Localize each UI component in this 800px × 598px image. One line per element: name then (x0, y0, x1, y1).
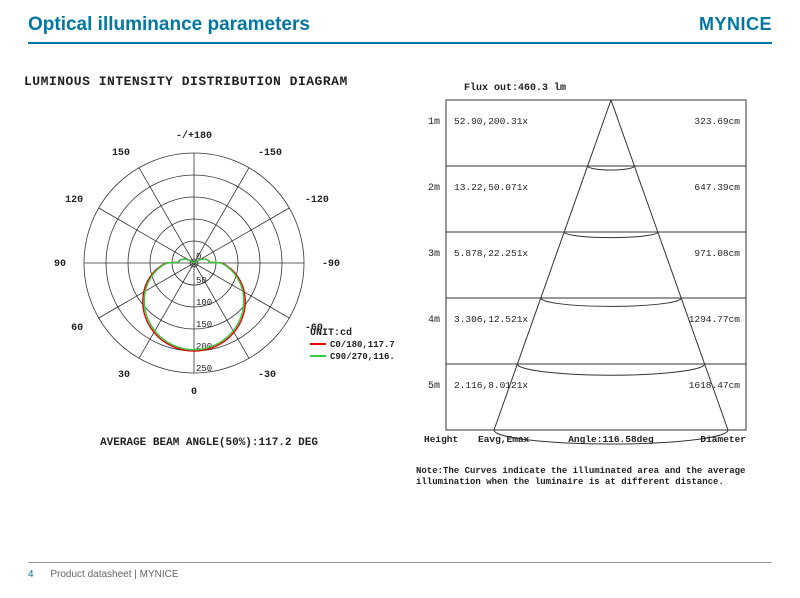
svg-text:30: 30 (118, 370, 130, 381)
svg-text:4m: 4m (428, 315, 440, 326)
svg-text:C90/270,116.6deg: C90/270,116.6deg (330, 352, 394, 362)
page-number: 4 (28, 569, 34, 580)
page-title: Optical illuminance parameters (28, 14, 310, 36)
svg-text:100: 100 (196, 298, 212, 308)
svg-text:60: 60 (71, 323, 83, 334)
svg-text:0: 0 (191, 387, 197, 398)
svg-text:52.90,200.31x: 52.90,200.31x (454, 116, 528, 127)
svg-text:5m: 5m (428, 381, 440, 392)
svg-text:13.22,50.071x: 13.22,50.071x (454, 182, 528, 193)
svg-text:90: 90 (54, 259, 66, 270)
svg-text:1m: 1m (428, 117, 440, 128)
svg-text:3m: 3m (428, 249, 440, 260)
brand-logo: MYNICE (699, 14, 772, 35)
svg-text:1294.77cm: 1294.77cm (689, 314, 741, 325)
polar-panel: LUMINOUS INTENSITY DISTRIBUTION DIAGRAM … (24, 74, 394, 489)
svg-text:-30: -30 (258, 370, 276, 381)
page-footer: 4 Product datasheet | MYNICE (0, 556, 800, 598)
footer-text: Product datasheet | MYNICE (50, 569, 178, 580)
svg-text:150: 150 (112, 148, 130, 159)
svg-text:Diameter: Diameter (700, 434, 746, 445)
cone-note: Note:The Curves indicate the illuminated… (416, 466, 770, 489)
svg-text:Eavg,Emax: Eavg,Emax (478, 434, 530, 445)
footer-divider (28, 562, 772, 563)
svg-text:647.39cm: 647.39cm (694, 182, 740, 193)
svg-text:120: 120 (65, 195, 83, 206)
svg-text:2m: 2m (428, 183, 440, 194)
polar-title: LUMINOUS INTENSITY DISTRIBUTION DIAGRAM (24, 74, 394, 89)
content-area: LUMINOUS INTENSITY DISTRIBUTION DIAGRAM … (0, 44, 800, 489)
svg-text:C0/180,117.7deg: C0/180,117.7deg (330, 340, 394, 350)
svg-text:2.116,8.0121x: 2.116,8.0121x (454, 380, 528, 391)
svg-text:3.306,12.521x: 3.306,12.521x (454, 314, 528, 325)
svg-text:150: 150 (196, 320, 212, 330)
cone-panel: Flux out:460.3 lm 1m 52.90,200.31x 323.69cm… (416, 74, 770, 489)
svg-text:50: 50 (196, 276, 207, 286)
cone-diagram: Flux out:460.3 lm 1m 52.90,200.31x 323.69cm… (416, 74, 770, 464)
svg-text:-/+180: -/+180 (176, 130, 212, 142)
svg-text:323.69cm: 323.69cm (694, 116, 740, 127)
svg-text:Flux out:460.3 lm: Flux out:460.3 lm (464, 82, 566, 94)
svg-text:Height: Height (424, 434, 458, 445)
svg-text:-90: -90 (322, 259, 340, 270)
svg-text:Angle:116.58deg: Angle:116.58deg (568, 434, 654, 445)
svg-text:971.08cm: 971.08cm (694, 248, 740, 259)
svg-text:-120: -120 (305, 195, 329, 206)
svg-text:5.878,22.251x: 5.878,22.251x (454, 248, 528, 259)
svg-text:-150: -150 (258, 148, 282, 159)
svg-text:1618.47cm: 1618.47cm (689, 380, 741, 391)
polar-footer: AVERAGE BEAM ANGLE(50%):117.2 DEG (24, 437, 394, 449)
svg-text:250: 250 (196, 364, 212, 374)
polar-diagram: -/+180-150150-120120-9090-6060-303005010… (24, 113, 394, 433)
svg-text:UNIT:cd: UNIT:cd (310, 327, 352, 339)
